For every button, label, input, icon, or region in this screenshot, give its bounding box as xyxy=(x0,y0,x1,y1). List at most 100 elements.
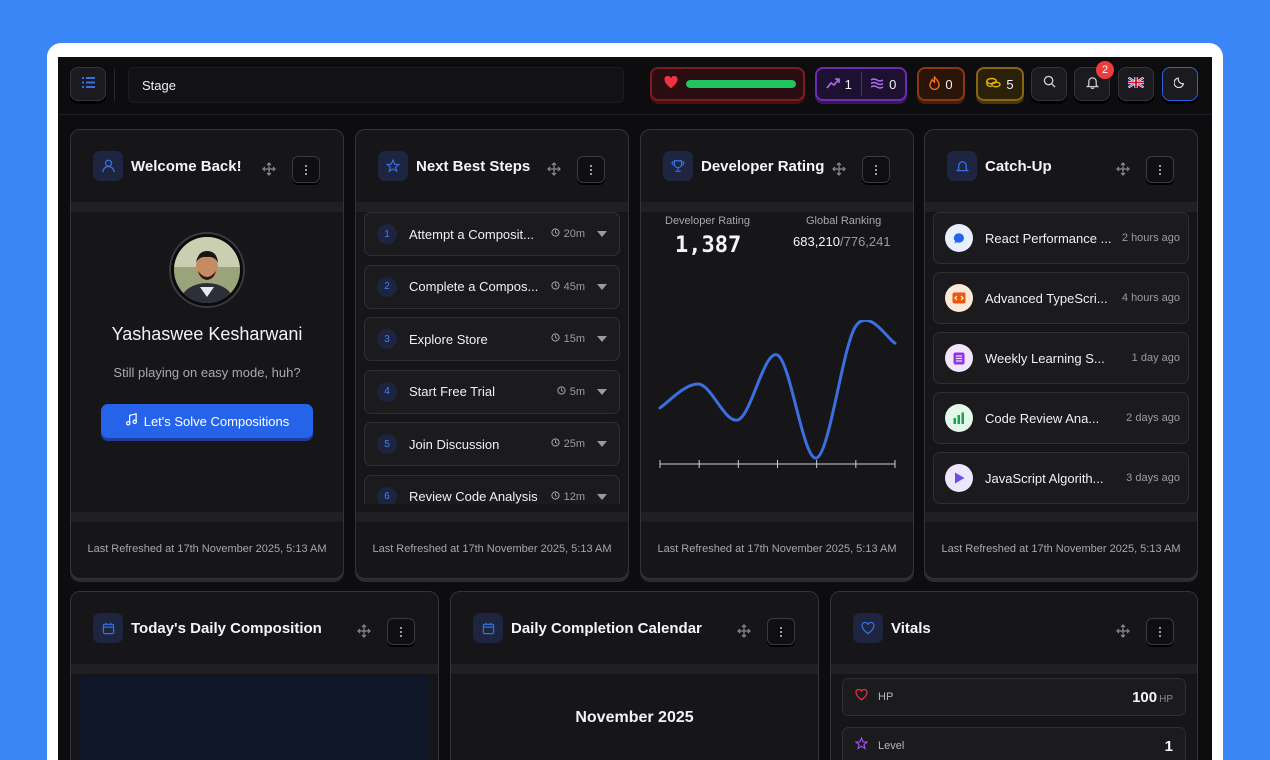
star-icon xyxy=(378,151,408,181)
sidebar-toggle-button[interactable] xyxy=(70,67,106,101)
step-duration: 5m xyxy=(557,386,585,398)
step-item[interactable]: 5 Join Discussion 25m xyxy=(364,422,620,466)
rating-value: 1,387 xyxy=(675,233,742,258)
tagline: Still playing on easy mode, huh? xyxy=(113,365,301,380)
move-icon[interactable] xyxy=(831,161,847,177)
theme-toggle-button[interactable] xyxy=(1162,67,1198,101)
step-item[interactable]: 6 Review Code Analysis 12m xyxy=(364,474,620,504)
band xyxy=(356,202,628,212)
step-duration: 45m xyxy=(550,280,585,293)
catchup-item[interactable]: Weekly Learning S... 1 day ago xyxy=(933,332,1189,384)
move-icon[interactable] xyxy=(736,623,752,639)
step-time-value: 15m xyxy=(563,333,585,345)
card-menu-button[interactable] xyxy=(862,156,890,183)
card-menu-button[interactable] xyxy=(1146,618,1174,645)
card-menu-button[interactable] xyxy=(767,618,795,645)
chevron-down-icon[interactable] xyxy=(597,388,607,395)
step-label: Join Discussion xyxy=(409,436,500,452)
clock-icon xyxy=(557,385,566,398)
step-item[interactable]: 4 Start Free Trial 5m xyxy=(364,369,620,414)
xp-stats[interactable]: 1 0 xyxy=(815,67,907,101)
catchup-item[interactable]: Code Review Ana... 2 days ago xyxy=(933,392,1189,444)
band xyxy=(71,664,438,674)
hp-meter[interactable] xyxy=(650,67,805,101)
card-menu-button[interactable] xyxy=(1146,156,1174,183)
band xyxy=(451,664,818,674)
steps-list: 1 Attempt a Composit... 20m 2 Complete a Com… xyxy=(356,130,628,504)
calendar-icon xyxy=(93,613,123,643)
vital-label: HP xyxy=(878,691,894,703)
notifications-button[interactable]: 2 xyxy=(1074,61,1114,101)
card-menu-button[interactable] xyxy=(387,618,415,645)
step-label: Attempt a Composit... xyxy=(409,226,534,242)
move-icon[interactable] xyxy=(1115,623,1131,639)
catchup-time: 1 day ago xyxy=(1131,352,1180,364)
flame-icon xyxy=(929,74,941,93)
user-name: Yashaswee Kesharwani xyxy=(111,324,303,344)
heart-icon xyxy=(855,688,868,706)
search-button[interactable] xyxy=(1031,67,1067,101)
clock-icon xyxy=(550,280,560,293)
step-item[interactable]: 1 Attempt a Composit... 20m xyxy=(364,212,620,256)
card-menu-button[interactable] xyxy=(292,156,320,183)
card-menu-button[interactable] xyxy=(577,156,605,183)
catchup-item[interactable]: JavaScript Algorith... 3 days ago xyxy=(933,452,1189,504)
band xyxy=(831,664,1197,674)
rating-chart xyxy=(658,320,897,468)
streak-counter[interactable]: 0 xyxy=(917,67,965,101)
stage-field[interactable]: Stage xyxy=(128,67,624,103)
composition-preview[interactable] xyxy=(80,676,430,760)
band xyxy=(925,202,1197,212)
chevron-down-icon[interactable] xyxy=(597,231,607,237)
step-duration: 12m xyxy=(550,491,585,503)
solve-compositions-button[interactable]: Let's Solve Compositions xyxy=(101,404,313,438)
move-icon[interactable] xyxy=(1115,161,1131,177)
chevron-down-icon[interactable] xyxy=(597,283,607,290)
card-title: Vitals xyxy=(891,619,931,637)
card-title: Daily Completion Calendar xyxy=(511,619,702,637)
moon-icon xyxy=(1173,75,1186,93)
completion-calendar-card: Daily Completion Calendar November 2025 xyxy=(450,591,819,760)
coins-counter[interactable]: 5 xyxy=(976,67,1024,101)
step-label: Start Free Trial xyxy=(409,384,495,399)
top-bar: Stage 1 0 xyxy=(58,57,1212,115)
list-icon xyxy=(81,75,95,93)
card-header: Vitals xyxy=(831,592,1197,664)
uk-flag-icon xyxy=(1127,75,1145,93)
band xyxy=(356,512,628,522)
music-note-icon xyxy=(125,413,138,429)
step-label: Complete a Compos... xyxy=(409,279,539,294)
step-item[interactable]: 2 Complete a Compos... 45m xyxy=(364,264,620,309)
catchup-item[interactable]: React Performance ... 2 hours ago xyxy=(933,212,1189,264)
waves-count: 0 xyxy=(889,76,897,92)
bell-icon xyxy=(947,151,977,181)
move-icon[interactable] xyxy=(546,161,562,177)
heart-icon xyxy=(853,613,883,643)
coins-count: 5 xyxy=(1006,76,1014,92)
more-vertical-icon xyxy=(400,626,402,637)
hp-bar-fill xyxy=(686,80,796,88)
step-item[interactable]: 3 Explore Store 15m xyxy=(364,317,620,361)
streak-count: 0 xyxy=(945,76,953,92)
vital-hp-row: HP 100 HP xyxy=(842,678,1186,716)
vital-value: 1 xyxy=(1164,737,1173,755)
move-icon[interactable] xyxy=(261,161,277,177)
chevron-down-icon[interactable] xyxy=(597,493,607,500)
card-header: Developer Rating xyxy=(641,130,913,202)
vitals-card: Vitals HP 100 HP Level 1 xyxy=(830,591,1198,760)
chevron-down-icon[interactable] xyxy=(597,336,607,342)
ranking-value: 683,210/776,241 xyxy=(793,234,891,249)
step-number: 5 xyxy=(377,434,397,454)
xp-divider xyxy=(860,72,862,96)
card-header: Next Best Steps xyxy=(356,130,628,202)
move-icon[interactable] xyxy=(356,623,372,639)
step-time-value: 45m xyxy=(563,280,585,293)
catchup-item[interactable]: Advanced TypeScri... 4 hours ago xyxy=(933,272,1189,324)
language-button[interactable] xyxy=(1118,67,1154,101)
developer-rating-card: Developer Rating Developer Rating 1,387 … xyxy=(640,129,914,579)
chevron-down-icon[interactable] xyxy=(597,441,607,447)
waves-icon xyxy=(870,77,884,92)
step-time-value: 25m xyxy=(563,438,585,450)
catchup-time: 3 days ago xyxy=(1126,472,1180,484)
catchup-card: Catch-Up React Performance ... 2 hours ag… xyxy=(924,129,1198,579)
